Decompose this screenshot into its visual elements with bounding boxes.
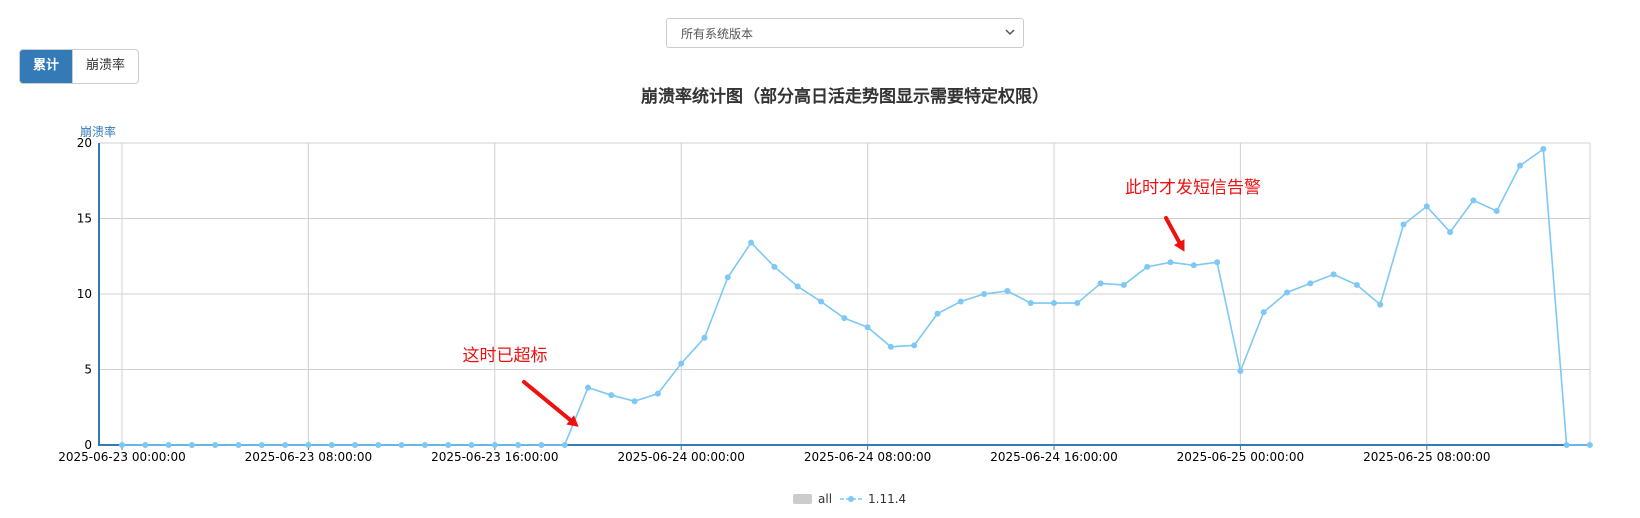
data-point [561, 442, 568, 448]
data-point [864, 324, 871, 331]
data-point [1540, 146, 1547, 153]
data-point [1563, 442, 1570, 448]
y-tick-label: 10 [77, 287, 92, 301]
x-tick-label: 2025-06-23 16:00:00 [431, 450, 558, 464]
data-point [398, 442, 405, 448]
y-tick-label: 0 [84, 438, 92, 452]
legend-marker-1.11.4 [848, 496, 854, 502]
data-point [328, 442, 335, 448]
data-point [981, 291, 988, 297]
data-point [1330, 271, 1337, 278]
x-tick-label: 2025-06-24 16:00:00 [990, 450, 1117, 464]
data-point [1190, 262, 1197, 269]
x-tick-label: 2025-06-23 08:00:00 [245, 450, 372, 464]
data-point [1284, 289, 1290, 296]
data-point [165, 442, 172, 448]
data-point [724, 274, 731, 281]
data-point [1237, 368, 1244, 375]
data-point [1004, 287, 1011, 294]
data-point [701, 334, 708, 341]
data-point [911, 342, 918, 349]
x-tick-label: 2025-06-25 00:00:00 [1177, 450, 1304, 464]
data-point [957, 298, 964, 305]
version-select-value: 所有系统版本 [681, 27, 754, 41]
data-point [1097, 280, 1104, 287]
annotation-arrow-shaft [522, 380, 573, 422]
data-point [1400, 221, 1407, 228]
data-point [235, 442, 242, 448]
data-point [1074, 300, 1081, 307]
data-point [352, 442, 358, 448]
mode-toggle: 累计 崩溃率 [19, 49, 140, 84]
annotation-arrow-head [1173, 239, 1185, 252]
x-tick-label: 2025-06-23 00:00:00 [58, 450, 185, 464]
annotation-arrow-head [566, 415, 579, 427]
data-point [305, 442, 312, 448]
data-point [748, 239, 755, 246]
data-point [1120, 281, 1127, 288]
x-tick-label: 2025-06-24 08:00:00 [804, 450, 931, 464]
data-point [212, 442, 219, 448]
data-point [258, 442, 265, 448]
data-point [1307, 280, 1314, 287]
crash-rate-button[interactable]: 崩溃率 [72, 50, 139, 83]
data-point [1144, 263, 1151, 270]
data-point [585, 384, 591, 391]
data-point [608, 392, 615, 399]
data-point [119, 442, 125, 448]
version-select[interactable]: 所有系统版本 [666, 18, 1024, 48]
y-tick-label: 20 [77, 136, 92, 150]
data-point [887, 343, 894, 350]
data-point [538, 442, 545, 448]
data-point [934, 310, 941, 317]
data-point [1051, 300, 1057, 307]
data-point [1423, 203, 1430, 210]
annotation-label: 这时已超标 [463, 346, 548, 366]
annotation-label: 此时才发短信告警 [1125, 178, 1261, 198]
data-point [1377, 301, 1384, 308]
legend-swatch-all [793, 494, 812, 504]
data-point [1353, 281, 1360, 288]
legend-label-1.11.4: 1.11.4 [868, 492, 906, 506]
cumulative-button[interactable]: 累计 [20, 50, 73, 83]
data-point [1260, 309, 1267, 316]
data-point [421, 442, 428, 448]
data-point [188, 442, 195, 448]
x-tick-label: 2025-06-25 08:00:00 [1363, 450, 1490, 464]
y-tick-label: 15 [77, 212, 92, 226]
data-point [1214, 259, 1221, 266]
legend-label-all: all [818, 492, 832, 506]
annotation-arrow-shaft [1164, 216, 1182, 245]
data-point [468, 442, 475, 448]
data-point [142, 442, 149, 448]
y-axis-label: 崩溃率 [80, 124, 116, 139]
series-line-1.11.4 [122, 147, 1590, 446]
data-point [841, 315, 848, 322]
chart-title: 崩溃率统计图（部分高日活走势图显示需要特定权限） [641, 86, 1049, 107]
data-point [1027, 300, 1034, 307]
x-tick-label: 2025-06-24 00:00:00 [617, 450, 744, 464]
data-point [1470, 197, 1477, 204]
data-point [794, 283, 801, 290]
data-point [678, 360, 685, 367]
data-point [818, 298, 824, 305]
data-point [654, 390, 661, 397]
data-point [771, 263, 778, 270]
data-point [1447, 229, 1454, 236]
data-point [375, 442, 382, 448]
data-point [445, 442, 452, 448]
data-point [491, 442, 498, 448]
data-point [1167, 259, 1174, 266]
data-point [1517, 162, 1523, 169]
y-tick-label: 5 [84, 363, 92, 377]
data-point [1586, 442, 1593, 448]
data-point [515, 442, 522, 448]
chevron-down-icon [1005, 29, 1015, 36]
data-point [631, 398, 638, 405]
data-point [1493, 207, 1500, 214]
data-point [282, 442, 289, 448]
